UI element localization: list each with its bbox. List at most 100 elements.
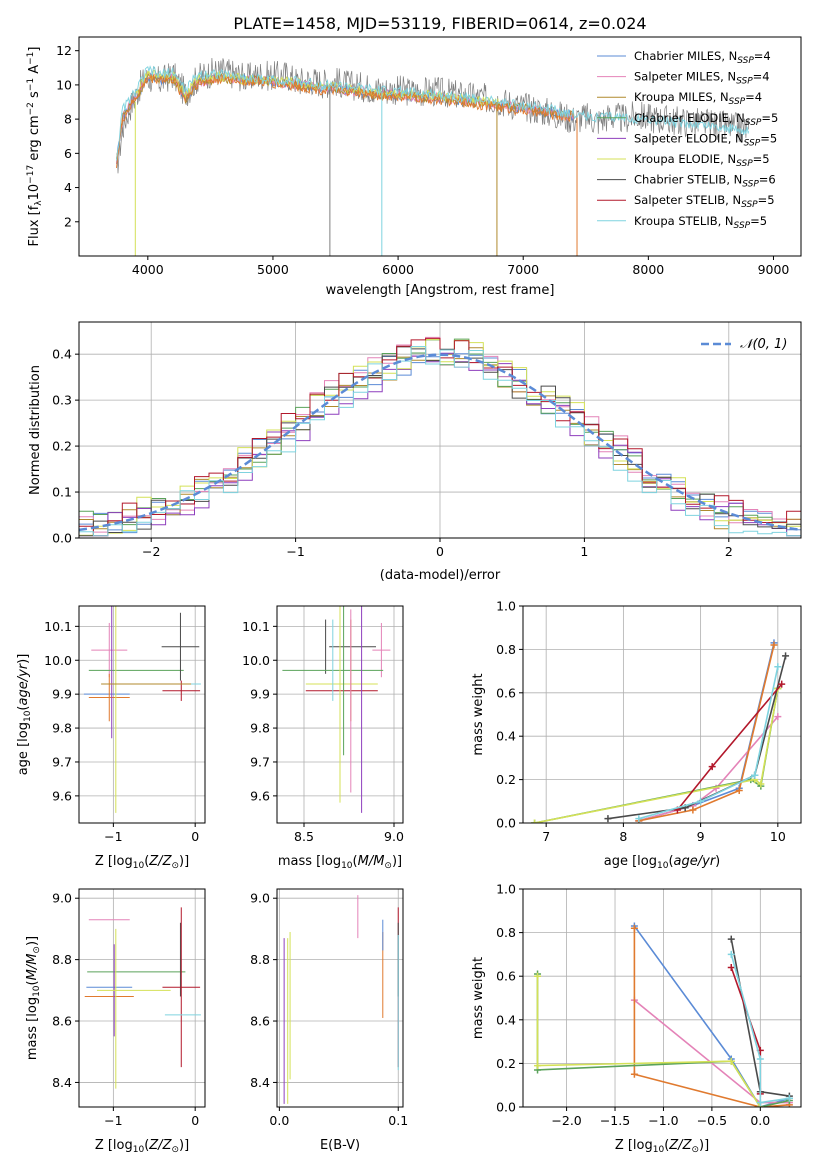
legend-entry-part: SSP xyxy=(737,56,754,66)
legend-entry-part: Kroupa MILES, N xyxy=(634,90,729,104)
data-point-marker xyxy=(697,797,705,805)
x-tick-label: −2 xyxy=(142,544,160,559)
y-tick-label: 8 xyxy=(64,112,72,127)
data-point-marker xyxy=(756,1055,764,1063)
weight-series-salpeter_miles xyxy=(638,716,779,822)
y-axis-label: Normed distribution xyxy=(28,365,43,495)
x-axis-label: (data-model)/error xyxy=(380,568,501,583)
x-tick-label: −1 xyxy=(104,829,122,844)
legend-entry-part: Salpeter STELIB, N xyxy=(634,193,741,207)
plot-area-spectrum xyxy=(116,57,749,256)
axes-mass_vs_Z: −1 08.48.68.89.0Z [log10(Z/Z⊙)]mass [log1… xyxy=(25,888,206,1155)
x-axis-label-part: Z/Z xyxy=(668,1138,692,1153)
legend-entry: 𝒩(0, 1) xyxy=(740,337,787,352)
x-axis-label-part: 10 xyxy=(657,861,669,871)
data-point-marker xyxy=(778,680,786,688)
y-tick-label: 8.4 xyxy=(52,1075,72,1090)
legend-entry: Kroupa ELODIE, NSSP=5 xyxy=(634,152,770,169)
x-tick-label: −2.0 xyxy=(551,1113,581,1128)
x-axis-label-part: )] xyxy=(392,854,402,869)
y-axis-label-part: λ xyxy=(34,200,44,206)
axes-mass_vs_ebv: 0.0 0.1 8.4 8.6 8.8 9.0 E(B-V) xyxy=(250,888,408,1153)
y-tick-label: 8.4 xyxy=(250,1075,270,1090)
x-tick-label: 0.0 xyxy=(269,1113,289,1128)
x-tick-label: 0 xyxy=(191,829,199,844)
data-point-marker xyxy=(774,713,782,721)
legend-entry-part: =5 xyxy=(750,214,767,228)
y-tick-label: 0.2 xyxy=(496,1056,516,1071)
y-tick-label: 6 xyxy=(64,146,72,161)
y-axis-label-part: 10 xyxy=(32,985,42,997)
y-axis-label: age [log10(age/yr)] xyxy=(16,654,33,776)
axes-residuals: −2 −1 0 1 2 0.0 0.1 0.2 0.3 0.4 (data-model)/error… xyxy=(28,321,802,583)
y-axis-label-part: Flux [f xyxy=(27,205,42,246)
x-axis-label-part: )] xyxy=(699,1138,709,1153)
plot-area-mass_vs_Z xyxy=(79,889,205,1107)
x-tick-label: 8 xyxy=(619,829,627,844)
x-axis-label-part: ⊙ xyxy=(691,1145,699,1155)
x-axis-label: Z [log10(Z/Z⊙)] xyxy=(615,1138,709,1155)
plot-area-weight_vs_Z xyxy=(523,889,801,1107)
y-tick-label: 9.7 xyxy=(250,754,270,769)
plot-area-weight_vs_age xyxy=(523,606,801,823)
axes-frame xyxy=(78,321,802,539)
legend-entry-part: Chabrier ELODIE, N xyxy=(634,111,745,125)
y-tick-label: 0.1 xyxy=(52,485,72,500)
data-point-marker xyxy=(604,815,612,823)
x-axis-label-part: ( xyxy=(144,854,149,869)
data-point-marker xyxy=(708,763,716,771)
y-axis-label: mass [log10(M/M⊙)] xyxy=(25,936,42,1060)
legend-entry-part: SSP xyxy=(745,118,762,128)
x-axis-label-part: ) xyxy=(715,854,720,869)
y-axis-label-part: ( xyxy=(16,706,31,711)
y-axis-label-part: 10 xyxy=(27,184,42,201)
y-tick-label: 0.6 xyxy=(496,685,516,700)
y-axis-label-part: age [log xyxy=(16,722,31,775)
y-axis-label-part: A xyxy=(27,65,42,78)
legend-entry-part: =5 xyxy=(760,131,777,145)
axes-frame xyxy=(522,888,802,1108)
y-tick-label: 9.0 xyxy=(52,891,72,906)
x-tick-label: 1 xyxy=(580,544,588,559)
axes-frame xyxy=(78,888,206,1108)
y-axis-label-part: mass [log xyxy=(25,997,40,1060)
x-axis-label: wavelength [Angstrom, rest frame] xyxy=(326,283,555,298)
data-point-marker xyxy=(534,972,542,980)
y-tick-label: 8.6 xyxy=(52,1014,72,1029)
data-point-marker xyxy=(635,815,643,823)
x-axis-label-part: ⊙ xyxy=(171,1145,179,1155)
x-tick-label: 4000 xyxy=(132,262,164,277)
y-tick-label: 1.0 xyxy=(496,882,516,897)
y-tick-label: 12 xyxy=(56,43,72,58)
x-axis-label-part: 10 xyxy=(653,1145,665,1155)
spectrum-series-kroupa_stelib xyxy=(116,65,749,161)
data-point-marker xyxy=(756,1099,764,1107)
weight-series-kroupa_miles xyxy=(638,644,775,822)
weight-series-kroupa_miles xyxy=(633,928,790,1107)
y-tick-label: 10.1 xyxy=(44,619,72,634)
x-tick-label: 8000 xyxy=(632,262,664,277)
data-point-marker xyxy=(727,950,735,958)
y-tick-label: 0.8 xyxy=(496,925,516,940)
x-tick-label: 6000 xyxy=(382,262,414,277)
y-axis-label-part: 10 xyxy=(23,710,33,722)
legend-entry-part: =4 xyxy=(754,49,771,63)
weight-series-kroupa_stelib xyxy=(638,666,779,820)
y-tick-label: 0.0 xyxy=(496,816,516,831)
data-point-marker xyxy=(751,771,759,779)
y-tick-label: 9.6 xyxy=(52,788,72,803)
legend-entry-part: SSP xyxy=(742,180,759,190)
x-axis-label-part: Z/Z xyxy=(148,1138,172,1153)
weight-series-kroupa_stelib xyxy=(730,954,790,1104)
x-tick-label: 9000 xyxy=(758,262,790,277)
plot-area-residuals xyxy=(79,322,801,538)
legend-entry: Salpeter MILES, NSSP=4 xyxy=(634,70,770,87)
x-tick-label: 0.1 xyxy=(388,1113,408,1128)
y-tick-label: 2 xyxy=(64,214,72,229)
legend-entry-part: =5 xyxy=(758,193,775,207)
data-point-marker xyxy=(630,1070,638,1078)
chart-layer: 4000 5000 6000 7000 8000 900024681012waveleng… xyxy=(16,36,802,1155)
legend-entry: Kroupa STELIB, NSSP=5 xyxy=(634,214,767,231)
data-point-marker xyxy=(785,1094,793,1102)
legend-entry-part: SSP xyxy=(736,77,753,87)
